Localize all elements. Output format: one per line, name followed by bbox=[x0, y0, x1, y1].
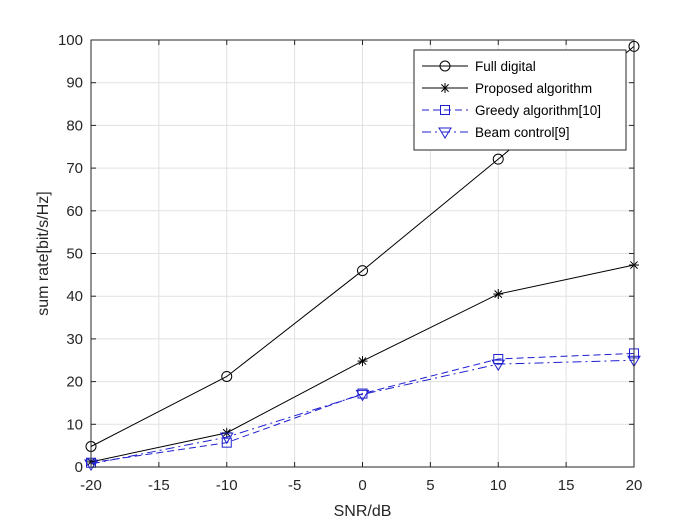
legend-marker-1 bbox=[439, 60, 451, 72]
data-point-2 bbox=[357, 356, 368, 367]
y-tick-label: 10 bbox=[66, 416, 83, 433]
x-tick-label: -20 bbox=[80, 477, 102, 494]
series-line-4 bbox=[90, 359, 635, 465]
data-point-1 bbox=[357, 265, 368, 277]
x-tick-label: 10 bbox=[490, 477, 507, 494]
asterisk-stroke bbox=[494, 290, 503, 299]
asterisk-stroke bbox=[358, 357, 367, 366]
x-tick-label: -10 bbox=[216, 477, 238, 494]
y-tick-label: 30 bbox=[66, 331, 83, 348]
legend-marker-4 bbox=[438, 127, 452, 139]
legend-label-2: Proposed algorithm bbox=[475, 81, 592, 96]
legend-label-4: Beam control[9] bbox=[475, 125, 570, 140]
x-tick-label: -5 bbox=[288, 477, 301, 494]
x-tick-label: 0 bbox=[358, 477, 366, 494]
y-axis-label: sum rate[bit/s/Hz] bbox=[35, 191, 52, 315]
legend-label-1: Full digital bbox=[475, 59, 536, 74]
x-tick-label: 15 bbox=[558, 477, 575, 494]
y-tick-label: 50 bbox=[66, 246, 83, 263]
legend-marker-2 bbox=[440, 83, 450, 93]
x-tick-label: -15 bbox=[148, 477, 170, 494]
data-point-4 bbox=[355, 389, 370, 402]
legend-marker-3 bbox=[440, 105, 450, 115]
y-tick-label: 100 bbox=[58, 32, 83, 49]
data-point-1 bbox=[492, 153, 504, 165]
legend-label-3: Greedy algorithm[10] bbox=[475, 103, 601, 118]
legend-box bbox=[413, 49, 627, 151]
x-axis-label: SNR/dB bbox=[334, 503, 392, 520]
y-tick-label: 40 bbox=[66, 288, 83, 305]
data-point-1 bbox=[221, 370, 233, 382]
data-point-4 bbox=[219, 432, 234, 445]
legend: Full digital Proposed algorithm Greedy alg… bbox=[413, 49, 627, 151]
x-tick-label: 20 bbox=[626, 477, 643, 494]
y-tick-label: 90 bbox=[66, 75, 83, 92]
y-tick-label: 70 bbox=[66, 160, 83, 177]
y-tick-label: 20 bbox=[66, 374, 83, 391]
series-line-3 bbox=[90, 352, 635, 464]
asterisk-stroke bbox=[441, 84, 449, 92]
data-point-3 bbox=[493, 353, 504, 364]
y-tick-label: 80 bbox=[66, 117, 83, 134]
data-point-2 bbox=[493, 289, 504, 300]
data-point-3 bbox=[221, 437, 232, 448]
axis-ticks: -20 -15 -10 -5 0 5 10 15 20 0 10 20 30 40 50 60 70 80 90 10… bbox=[58, 32, 642, 494]
y-tick-label: 60 bbox=[66, 203, 83, 220]
data-point-4 bbox=[491, 359, 506, 372]
x-tick-label: 5 bbox=[426, 477, 434, 494]
y-tick-label: 0 bbox=[75, 459, 83, 476]
